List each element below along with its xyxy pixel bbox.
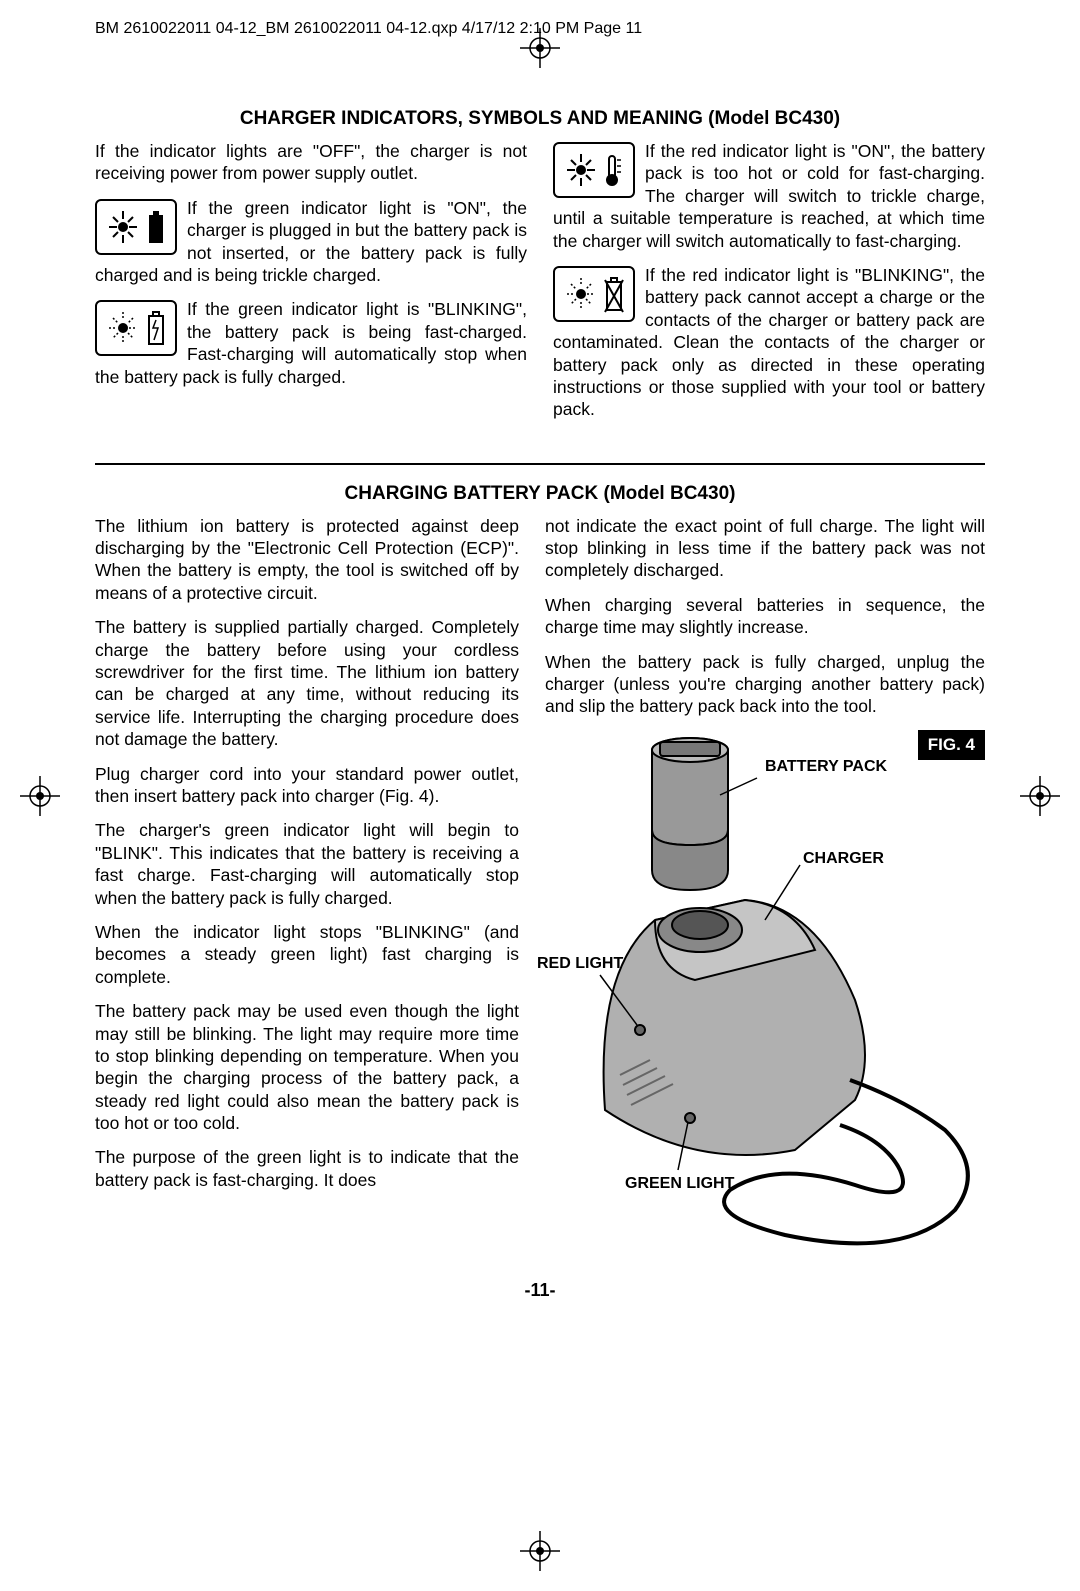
section2-left-col: The lithium ion battery is protected aga… (95, 515, 519, 1260)
section1-title: CHARGER INDICATORS, SYMBOLS AND MEANING … (95, 108, 985, 130)
red-on-temp-icon (553, 142, 635, 198)
s2-right-p2: When charging several batteries in seque… (545, 594, 985, 639)
fig-battery-label: BATTERY PACK (765, 758, 887, 776)
s2-right-p3: When the battery pack is fully charged, … (545, 651, 985, 718)
charger-illustration (545, 730, 985, 1250)
crop-mark-left (20, 776, 60, 816)
s2-right-p1: not indicate the exact point of full cha… (545, 515, 985, 582)
section-divider (95, 463, 985, 465)
fig-label: FIG. 4 (918, 730, 985, 760)
crop-mark-top (520, 28, 560, 68)
section2-columns: The lithium ion battery is protected aga… (95, 515, 985, 1260)
fig-red-label: RED LIGHT (537, 955, 623, 973)
crop-mark-right (1020, 776, 1060, 816)
section1-left-col: If the indicator lights are "OFF", the c… (95, 140, 527, 433)
s2-left-p1: The lithium ion battery is protected aga… (95, 515, 519, 605)
s1-right-p2: If the red indicator light is "BLINKING"… (553, 264, 985, 421)
s2-left-p2: The battery is supplied partially charge… (95, 616, 519, 750)
figure-4: FIG. 4 BATTERY PACK CHARGER RED LIGHT GR… (545, 730, 985, 1260)
s1-left-p2: If the green indicator light is "ON", th… (95, 197, 527, 287)
s2-left-p3: Plug charger cord into your standard pow… (95, 763, 519, 808)
s1-right-p1: If the red indicator light is "ON", the … (553, 140, 985, 252)
section2-right-col: not indicate the exact point of full cha… (545, 515, 985, 1260)
crop-mark-bottom (520, 1531, 560, 1571)
s1-left-p3: If the green indicator light is "BLINKIN… (95, 298, 527, 388)
s1-left-p1: If the indicator lights are "OFF", the c… (95, 140, 527, 185)
section1-right-col: If the red indicator light is "ON", the … (553, 140, 985, 433)
green-blink-icon (95, 300, 177, 356)
fig-charger-label: CHARGER (803, 850, 884, 868)
section1-columns: If the indicator lights are "OFF", the c… (95, 140, 985, 433)
fig-green-label: GREEN LIGHT (625, 1175, 734, 1193)
section2-title: CHARGING BATTERY PACK (Model BC430) (95, 483, 985, 505)
s2-left-p4: The charger's green indicator light will… (95, 819, 519, 909)
s2-left-p7: The purpose of the green light is to ind… (95, 1146, 519, 1191)
red-blink-nobat-icon (553, 266, 635, 322)
s2-left-p5: When the indicator light stops "BLINKING… (95, 921, 519, 988)
green-on-icon (95, 199, 177, 255)
page-number: -11- (95, 1280, 985, 1301)
s2-left-p6: The battery pack may be used even though… (95, 1000, 519, 1134)
